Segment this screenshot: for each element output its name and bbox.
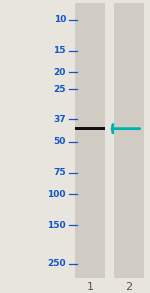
Bar <box>75 127 105 130</box>
Text: 150: 150 <box>47 221 66 230</box>
Text: 50: 50 <box>54 137 66 146</box>
Text: 15: 15 <box>54 46 66 55</box>
Bar <box>75 3 105 278</box>
Text: 250: 250 <box>47 260 66 268</box>
Text: 75: 75 <box>53 168 66 177</box>
Bar <box>114 3 144 278</box>
Text: 100: 100 <box>48 190 66 199</box>
Text: 25: 25 <box>54 85 66 94</box>
Text: 1: 1 <box>87 282 93 292</box>
Text: 10: 10 <box>54 15 66 24</box>
Text: 37: 37 <box>53 115 66 124</box>
Text: 20: 20 <box>54 68 66 77</box>
Text: 2: 2 <box>125 282 133 292</box>
